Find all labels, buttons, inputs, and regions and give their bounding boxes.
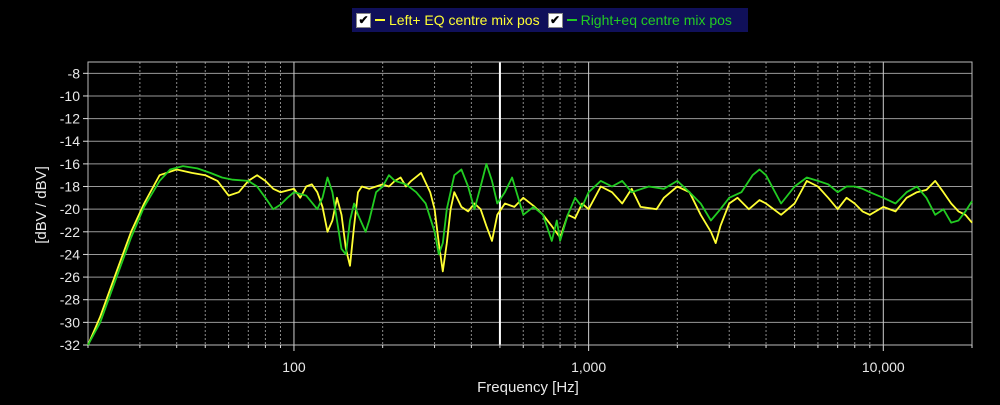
x-tick-label: 100: [282, 359, 306, 375]
x-tick-label: 1,000: [571, 359, 606, 375]
legend-item-right[interactable]: ✔ Right+eq centre mix pos: [547, 12, 732, 28]
y-tick-label: -24: [60, 246, 80, 262]
series-line-left: [87, 168, 973, 346]
y-tick-label: -14: [60, 133, 80, 149]
legend-right-swatch: [566, 19, 577, 21]
axes: -8 -10 -12 -14 -16 -18 -20 -22 -24 -26 -28 -30 -32 10…: [60, 61, 973, 375]
legend-left-label: Left+ EQ centre mix pos: [389, 12, 540, 28]
y-tick-label: -22: [60, 224, 80, 240]
y-tick-label: -26: [60, 269, 80, 285]
legend-left-checkbox[interactable]: ✔: [356, 12, 371, 28]
y-axis-label: [dBV / dBV]: [33, 166, 50, 244]
x-tick-label: 10,000: [862, 359, 905, 375]
plot-frame: [87, 61, 973, 346]
y-tick-label: -18: [60, 179, 80, 195]
y-tick-label: -10: [60, 88, 80, 104]
legend-left-swatch: [375, 19, 385, 21]
legend-right-checkbox[interactable]: ✔: [547, 12, 563, 28]
y-tick-label: -20: [60, 201, 80, 217]
y-tick-label: -16: [60, 156, 80, 172]
chart-legend: ✔ Left+ EQ centre mix pos ✔ Right+eq cen…: [352, 8, 748, 32]
series-lines: [87, 163, 973, 346]
y-tick-label: -8: [68, 65, 81, 81]
series-line-right: [87, 163, 973, 346]
y-tick-label: -28: [60, 292, 80, 308]
y-tick-label: -32: [60, 337, 80, 353]
y-tick-label: -30: [60, 314, 80, 330]
x-axis-label: Frequency [Hz]: [477, 379, 579, 396]
y-tick-label: -12: [60, 111, 80, 127]
legend-right-label: Right+eq centre mix pos: [580, 12, 732, 28]
legend-item-left[interactable]: ✔ Left+ EQ centre mix pos: [356, 12, 540, 28]
